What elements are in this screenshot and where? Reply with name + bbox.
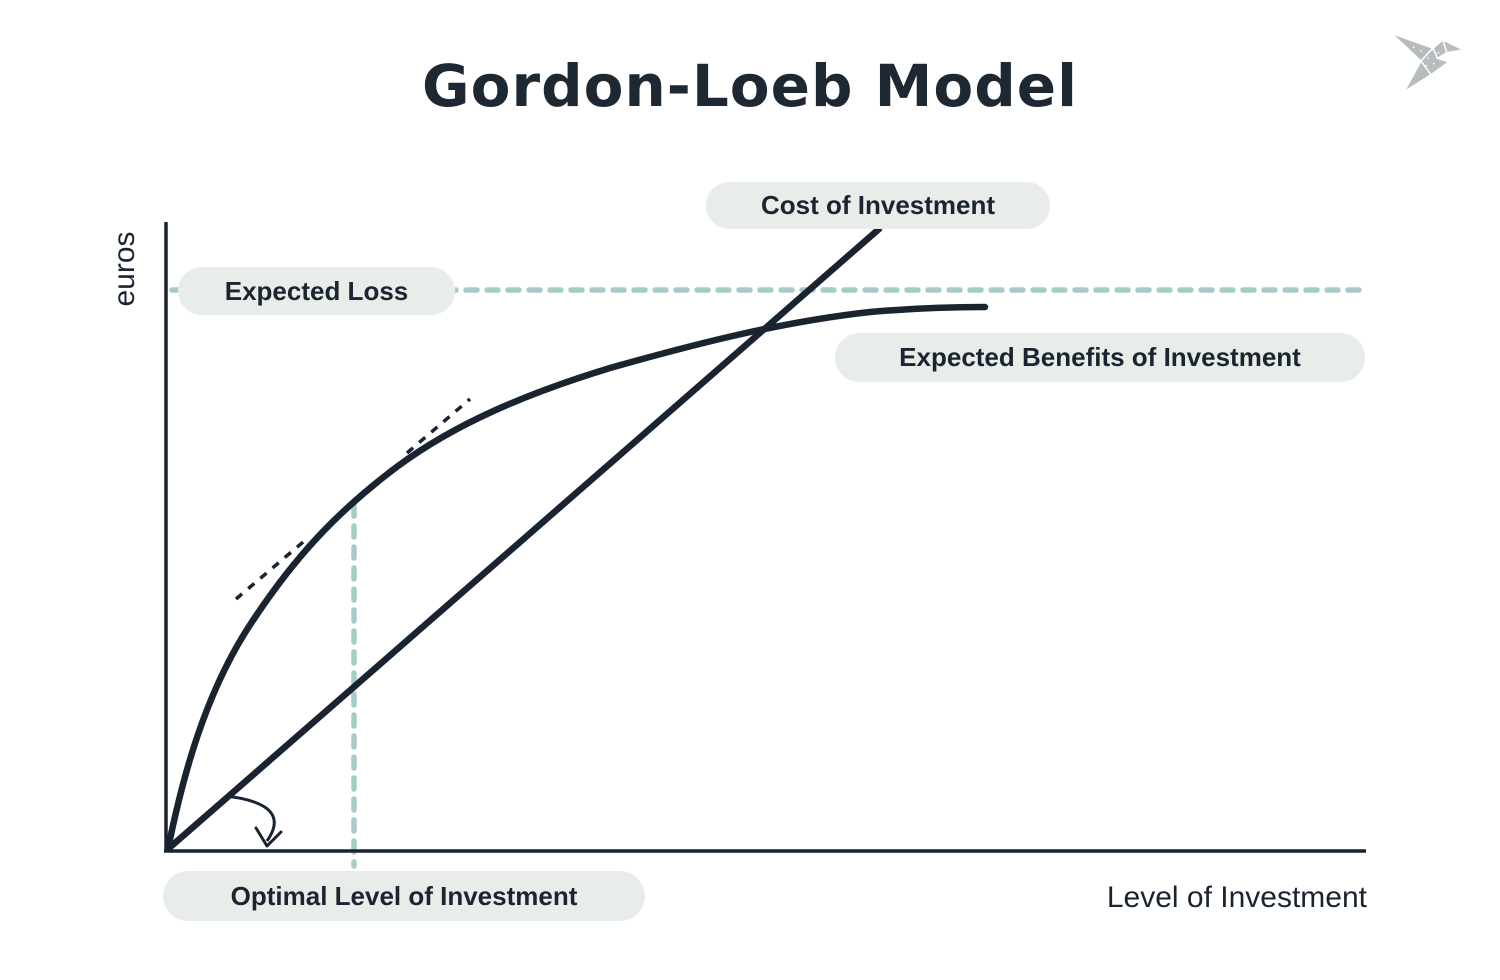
- expected-benefits-curve: [164, 303, 989, 853]
- label-expected-loss: Expected Loss: [178, 267, 455, 315]
- tangent-dash-upper: [405, 397, 472, 455]
- label-expected-benefits: Expected Benefits of Investment: [835, 333, 1365, 382]
- x-axis-label: Level of Investment: [1106, 881, 1367, 914]
- y-axis-label: euros: [108, 231, 141, 307]
- label-cost-of-investment: Cost of Investment: [706, 182, 1050, 229]
- origami-bird-icon: [1390, 32, 1465, 93]
- page-title: Gordon-Loeb Model: [422, 52, 1078, 120]
- cost-of-investment-line: [164, 225, 883, 853]
- angle-arc-arrow: [225, 794, 276, 842]
- label-optimal-level: Optimal Level of Investment: [163, 871, 645, 921]
- angle-arc-arrowhead: [254, 826, 283, 848]
